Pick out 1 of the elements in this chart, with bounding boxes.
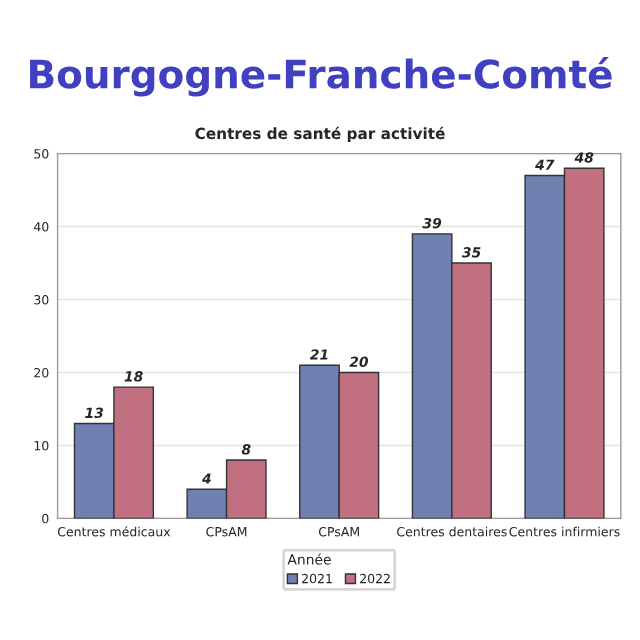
chart-title: Bourgogne-Franche-Comté bbox=[30, 57, 612, 97]
